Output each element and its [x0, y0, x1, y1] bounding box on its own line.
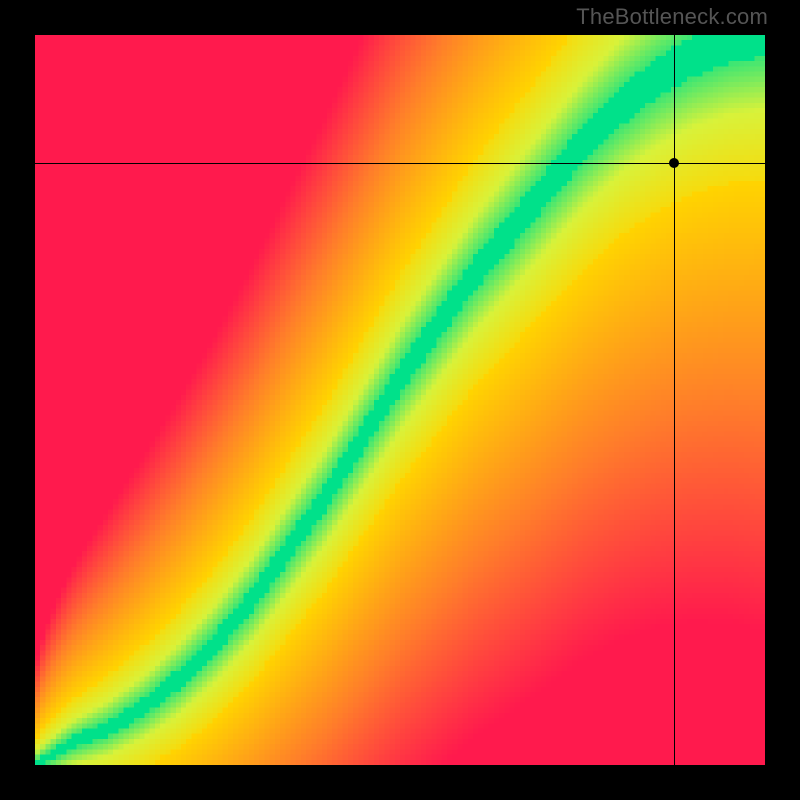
crosshair-horizontal — [35, 163, 765, 164]
heatmap-canvas — [35, 35, 765, 765]
selection-marker — [669, 158, 679, 168]
crosshair-vertical — [674, 35, 675, 765]
heatmap-plot — [35, 35, 765, 765]
watermark-text: TheBottleneck.com — [576, 4, 768, 30]
